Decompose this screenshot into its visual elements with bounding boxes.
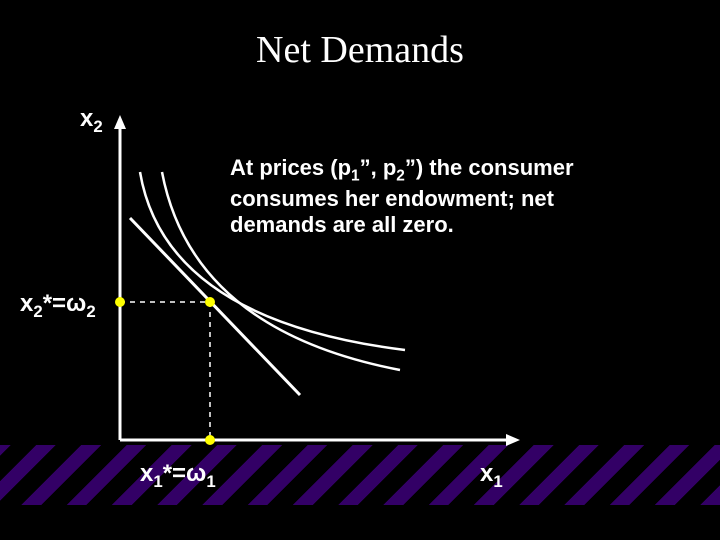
x-axis-label: x1 <box>480 460 503 492</box>
x-tick-label: x1*=ω1 <box>140 460 216 492</box>
y-tick-label: x2*=ω2 <box>20 290 96 322</box>
annotation-text: At prices (p1”, p2”) the consumerconsume… <box>230 155 574 239</box>
chart-svg <box>0 0 720 540</box>
y-axis-label: x2 <box>80 105 103 137</box>
